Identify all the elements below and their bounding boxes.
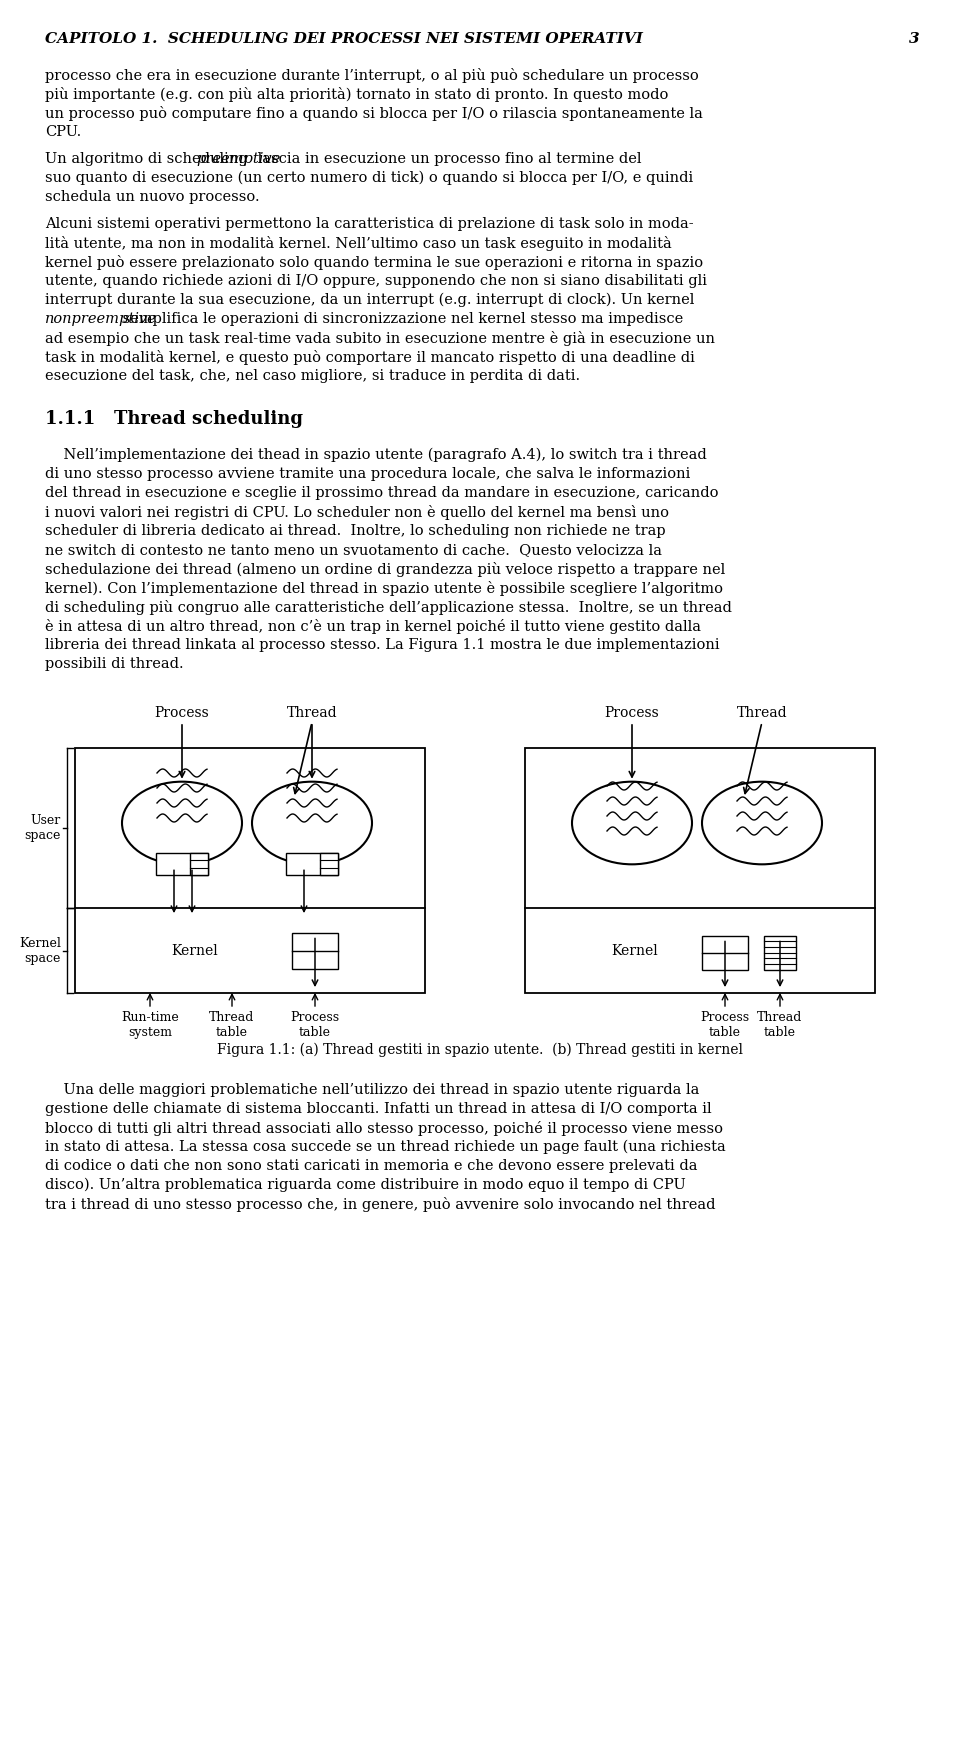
Ellipse shape: [702, 781, 822, 865]
Bar: [320, 853, 338, 875]
Text: lascia in esecuzione un processo fino al termine del: lascia in esecuzione un processo fino al…: [252, 152, 641, 166]
Text: processo che era in esecuzione durante l’interrupt, o al più può schedulare un p: processo che era in esecuzione durante l…: [45, 68, 699, 84]
Text: suo quanto di esecuzione (un certo numero di tick) o quando si blocca per I/O, e: suo quanto di esecuzione (un certo numer…: [45, 171, 693, 185]
Text: preemptive: preemptive: [197, 152, 281, 166]
Text: gestione delle chiamate di sistema bloccanti. Infatti un thread in attesa di I/O: gestione delle chiamate di sistema blocc…: [45, 1102, 711, 1116]
Text: 1.1.1   Thread scheduling: 1.1.1 Thread scheduling: [45, 411, 303, 428]
Text: Thread
table: Thread table: [209, 1012, 254, 1039]
Text: libreria dei thread linkata al processo stesso. La Figura 1.1 mostra le due impl: libreria dei thread linkata al processo …: [45, 638, 720, 652]
Text: ne switch di contesto ne tanto meno un svuotamento di cache.  Questo velocizza l: ne switch di contesto ne tanto meno un s…: [45, 543, 662, 557]
Bar: [75, 748, 425, 992]
Text: semplifica le operazioni di sincronizzazione nel kernel stesso ma impedisce: semplifica le operazioni di sincronizzaz…: [118, 313, 684, 327]
Text: disco). Un’altra problematica riguarda come distribuire in modo equo il tempo di: disco). Un’altra problematica riguarda c…: [45, 1177, 685, 1193]
Text: esecuzione del task, che, nel caso migliore, si traduce in perdita di dati.: esecuzione del task, che, nel caso migli…: [45, 369, 580, 383]
Text: Process: Process: [605, 706, 660, 720]
Bar: [286, 853, 338, 875]
Text: User
space: User space: [25, 814, 61, 842]
Text: Figura 1.1: (a) Thread gestiti in spazio utente.  (b) Thread gestiti in kernel: Figura 1.1: (a) Thread gestiti in spazio…: [217, 1043, 743, 1057]
Ellipse shape: [572, 781, 692, 865]
Text: Run-time
system: Run-time system: [121, 1012, 179, 1039]
Bar: [292, 933, 338, 968]
Text: in stato di attesa. La stessa cosa succede se un thread richiede un page fault (: in stato di attesa. La stessa cosa succe…: [45, 1141, 726, 1155]
Text: Thread: Thread: [287, 706, 337, 720]
Text: CAPITOLO 1.  SCHEDULING DEI PROCESSI NEI SISTEMI OPERATIVI: CAPITOLO 1. SCHEDULING DEI PROCESSI NEI …: [45, 31, 643, 45]
Text: possibili di thread.: possibili di thread.: [45, 657, 183, 671]
Bar: [702, 935, 748, 970]
Text: Una delle maggiori problematiche nell’utilizzo dei thread in spazio utente rigua: Una delle maggiori problematiche nell’ut…: [45, 1083, 700, 1097]
Text: nonpreemptive: nonpreemptive: [45, 313, 156, 327]
Text: Kernel
space: Kernel space: [19, 936, 61, 964]
Text: Nell’implementazione dei thead in spazio utente (paragrafo A.4), lo switch tra i: Nell’implementazione dei thead in spazio…: [45, 447, 707, 463]
Text: Process
table: Process table: [701, 1012, 750, 1039]
Text: Process
table: Process table: [291, 1012, 340, 1039]
Text: utente, quando richiede azioni di I/O oppure, supponendo che non si siano disabi: utente, quando richiede azioni di I/O op…: [45, 274, 707, 288]
Text: blocco di tutti gli altri thread associati allo stesso processo, poiché il proce: blocco di tutti gli altri thread associa…: [45, 1122, 723, 1136]
Text: lità utente, ma non in modalità kernel. Nell’ultimo caso un task eseguito in mod: lità utente, ma non in modalità kernel. …: [45, 236, 672, 252]
Ellipse shape: [122, 781, 242, 865]
Text: di scheduling più congruo alle caratteristiche dell’applicazione stessa.  Inoltr: di scheduling più congruo alle caratteri…: [45, 599, 732, 615]
Text: è in attesa di un altro thread, non c’è un trap in kernel poiché il tutto viene : è in attesa di un altro thread, non c’è …: [45, 618, 701, 634]
Text: Kernel: Kernel: [172, 943, 218, 957]
Text: i nuovi valori nei registri di CPU. Lo scheduler non è quello del kernel ma bens: i nuovi valori nei registri di CPU. Lo s…: [45, 505, 669, 521]
Text: Kernel: Kernel: [612, 943, 659, 957]
Text: Alcuni sistemi operativi permettono la caratteristica di prelazione di task solo: Alcuni sistemi operativi permettono la c…: [45, 217, 694, 231]
Text: più importante (e.g. con più alta priorità) tornato in stato di pronto. In quest: più importante (e.g. con più alta priori…: [45, 87, 668, 101]
Bar: [190, 853, 208, 875]
Text: scheduler di libreria dedicato ai thread.  Inoltre, lo scheduling non richiede n: scheduler di libreria dedicato ai thread…: [45, 524, 665, 538]
Text: schedulazione dei thread (almeno un ordine di grandezza più veloce rispetto a tr: schedulazione dei thread (almeno un ordi…: [45, 563, 725, 577]
Ellipse shape: [252, 781, 372, 865]
Bar: [764, 935, 796, 970]
Text: 3: 3: [909, 31, 920, 45]
Text: di uno stesso processo avviene tramite una procedura locale, che salva le inform: di uno stesso processo avviene tramite u…: [45, 466, 690, 480]
Text: interrupt durante la sua esecuzione, da un interrupt (e.g. interrupt di clock). : interrupt durante la sua esecuzione, da …: [45, 293, 694, 307]
Text: Thread: Thread: [736, 706, 787, 720]
Text: del thread in esecuzione e sceglie il prossimo thread da mandare in esecuzione, : del thread in esecuzione e sceglie il pr…: [45, 486, 718, 500]
Text: di codice o dati che non sono stati caricati in memoria e che devono essere prel: di codice o dati che non sono stati cari…: [45, 1158, 698, 1172]
Text: Un algoritmo di scheduling: Un algoritmo di scheduling: [45, 152, 252, 166]
Text: Thread
table: Thread table: [757, 1012, 803, 1039]
Bar: [525, 748, 875, 992]
Text: tra i thread di uno stesso processo che, in genere, può avvenire solo invocando : tra i thread di uno stesso processo che,…: [45, 1197, 715, 1212]
Text: un processo può computare fino a quando si blocca per I/O o rilascia spontaneame: un processo può computare fino a quando …: [45, 107, 703, 121]
Text: ad esempio che un task real-time vada subito in esecuzione mentre è già in esecu: ad esempio che un task real-time vada su…: [45, 330, 715, 346]
Text: kernel). Con l’implementazione del thread in spazio utente è possibile scegliere: kernel). Con l’implementazione del threa…: [45, 582, 723, 596]
Text: task in modalità kernel, e questo può comportare il mancato rispetto di una dead: task in modalità kernel, e questo può co…: [45, 349, 695, 365]
Bar: [156, 853, 208, 875]
Text: schedula un nuovo processo.: schedula un nuovo processo.: [45, 190, 259, 204]
Text: Process: Process: [155, 706, 209, 720]
Text: kernel può essere prelazionato solo quando termina le sue operazioni e ritorna i: kernel può essere prelazionato solo quan…: [45, 255, 703, 271]
Text: CPU.: CPU.: [45, 126, 82, 140]
